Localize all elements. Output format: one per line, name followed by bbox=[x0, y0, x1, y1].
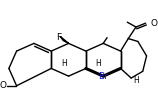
Polygon shape bbox=[61, 37, 69, 43]
Text: H: H bbox=[61, 59, 67, 68]
Text: F: F bbox=[56, 33, 61, 42]
Text: O: O bbox=[150, 19, 157, 28]
Text: H: H bbox=[96, 59, 101, 68]
Text: O: O bbox=[0, 81, 7, 90]
Text: Br: Br bbox=[98, 72, 108, 81]
Text: H: H bbox=[133, 76, 139, 85]
